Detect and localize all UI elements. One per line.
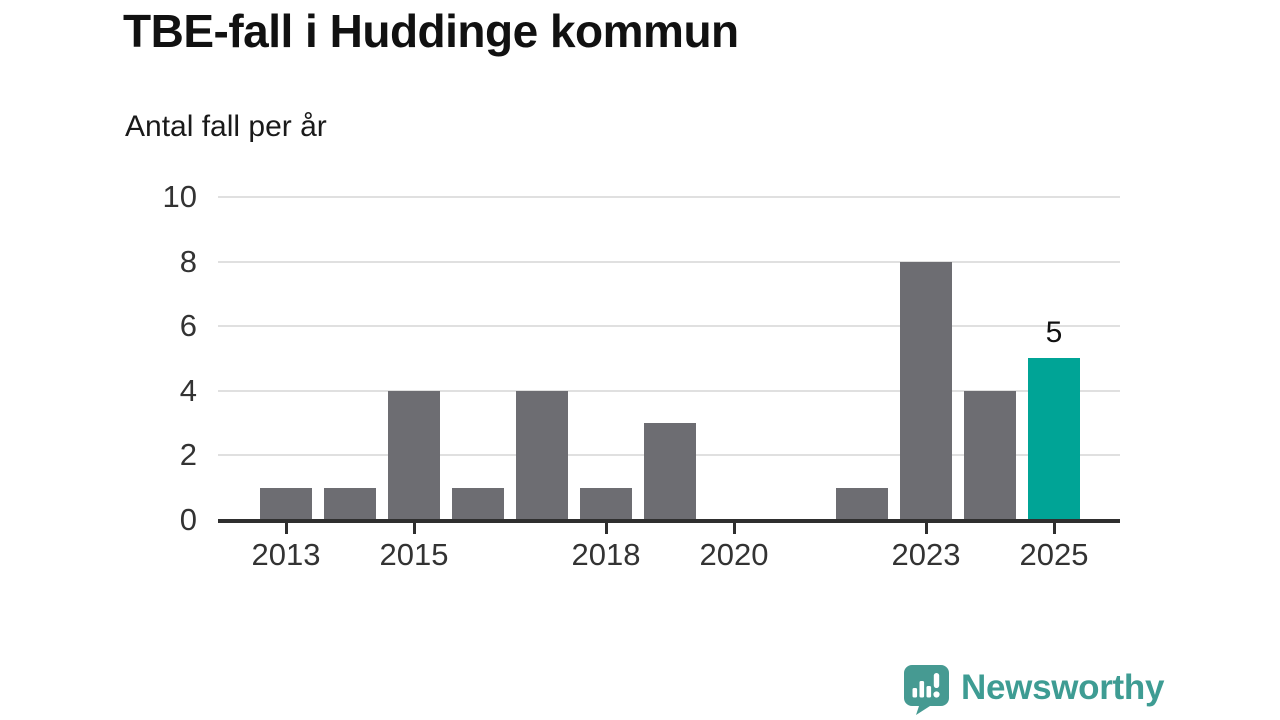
bar-2023: [900, 262, 952, 520]
newsworthy-logo: Newsworthy: [903, 664, 1164, 716]
x-axis-label-2025: 2025: [1019, 537, 1089, 572]
newsworthy-logo-text: Newsworthy: [961, 668, 1165, 707]
x-tick-2020: [732, 523, 736, 534]
gridline-y-10: [218, 196, 1120, 198]
x-axis-label-2018: 2018: [571, 537, 641, 572]
bar-2013: [260, 488, 312, 520]
x-tick-2025: [1052, 523, 1056, 534]
x-tick-2023: [924, 523, 928, 534]
page-subtitle: Antal fall per år: [125, 110, 327, 143]
newsworthy-speech-bubble-chart-icon: [904, 665, 949, 715]
bar-2019: [644, 423, 696, 520]
x-axis-label-2020: 2020: [699, 537, 769, 572]
bar-2017: [516, 391, 568, 520]
gridline-y-6: [218, 325, 1120, 328]
bar-2022: [836, 488, 888, 520]
x-tick-2015: [412, 523, 416, 534]
x-axis-label-2015: 2015: [379, 537, 449, 572]
page-title: TBE-fall i Huddinge kommun: [123, 5, 739, 57]
x-tick-2018: [604, 523, 608, 534]
y-axis-label-2: 2: [179, 437, 197, 473]
bar-2015: [388, 391, 440, 520]
bar-2025: [1028, 358, 1080, 520]
bar-2016: [452, 488, 504, 520]
bar-2024: [964, 391, 1016, 520]
y-axis-label-10: 10: [162, 179, 197, 214]
x-axis-line: [218, 519, 1120, 523]
x-axis-label-2013: 2013: [251, 537, 321, 572]
bar-2018: [580, 488, 632, 520]
x-tick-2013: [284, 523, 288, 534]
gridline-y-4: [218, 389, 1120, 392]
y-axis-label-0: 0: [179, 502, 197, 537]
y-axis-label-4: 4: [179, 372, 197, 408]
x-axis-label-2023: 2023: [891, 537, 961, 572]
gridline-y-8: [218, 260, 1120, 263]
y-axis-label-6: 6: [179, 308, 197, 344]
bar-2014: [324, 488, 376, 520]
y-axis-label-8: 8: [179, 243, 197, 279]
highlight-value-label: 5: [1045, 316, 1063, 349]
